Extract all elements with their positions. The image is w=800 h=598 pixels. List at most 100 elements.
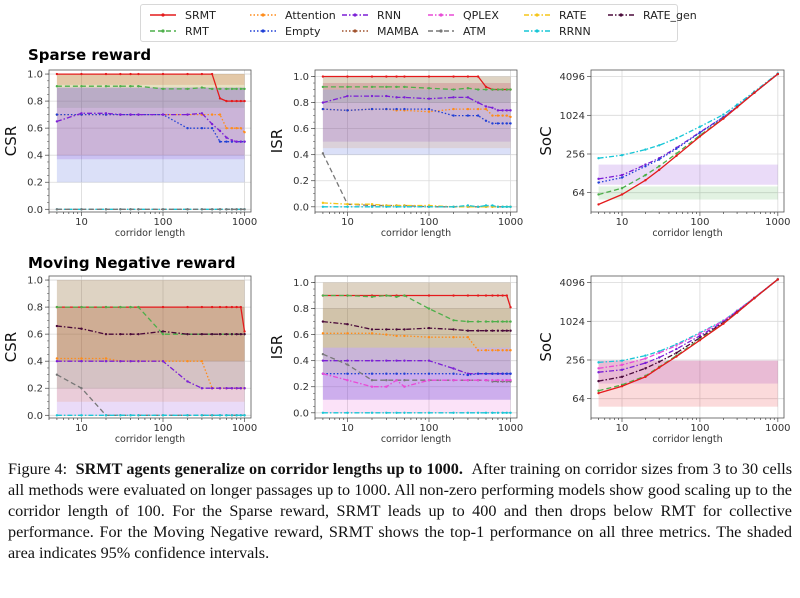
series-line-rrnn — [598, 72, 779, 159]
data-point — [186, 126, 189, 130]
data-point — [346, 85, 349, 89]
data-point — [491, 329, 494, 332]
data-point — [119, 85, 122, 88]
data-point — [395, 334, 398, 338]
data-point — [230, 387, 234, 390]
data-point — [321, 101, 325, 104]
y-tick-label: 4096 — [560, 278, 585, 289]
data-point — [466, 329, 470, 332]
data-point — [370, 75, 374, 78]
data-point — [505, 320, 509, 323]
data-point — [129, 414, 132, 417]
legend-item-rate: RATE — [523, 8, 587, 22]
data-point — [55, 208, 59, 211]
data-point — [230, 99, 234, 103]
data-point — [597, 367, 600, 370]
data-point — [218, 332, 222, 336]
data-point — [476, 379, 480, 382]
data-point — [657, 366, 661, 369]
data-point — [403, 205, 406, 208]
plot-frame — [314, 275, 518, 419]
data-point — [119, 305, 122, 309]
data-point — [491, 122, 494, 125]
data-point — [225, 332, 228, 336]
plot-frame — [48, 69, 252, 213]
data-point — [484, 119, 488, 123]
data-point — [161, 330, 165, 333]
data-point — [385, 85, 388, 89]
data-point — [80, 327, 83, 330]
data-point — [161, 113, 165, 116]
data-point — [505, 372, 509, 375]
data-point — [395, 107, 398, 111]
data-point — [644, 375, 647, 379]
data-point — [644, 173, 647, 177]
y-tick-label: 0.0 — [27, 411, 43, 422]
plot-area — [315, 276, 517, 418]
series-line-rate-gen — [598, 278, 779, 382]
series-line-srmt — [56, 73, 245, 102]
data-point — [466, 107, 470, 111]
data-point — [491, 320, 494, 323]
y-tick-label: 256 — [566, 355, 585, 366]
data-point — [491, 88, 494, 91]
data-point — [496, 88, 500, 91]
x-tick-label: 1000 — [765, 423, 790, 434]
data-point — [644, 163, 647, 166]
data-point — [657, 168, 661, 172]
data-point — [346, 363, 349, 366]
data-point — [496, 379, 500, 382]
data-point — [509, 115, 512, 119]
legend-item-rmt: RMT — [149, 24, 209, 38]
data-point — [243, 99, 246, 103]
legend-item-rnn: RNN — [341, 8, 401, 22]
data-point — [129, 332, 132, 336]
data-point — [104, 112, 108, 115]
data-point — [235, 414, 238, 417]
legend-swatch — [342, 29, 368, 33]
data-point — [427, 379, 431, 382]
data-point — [466, 336, 470, 339]
ci-band-rnn — [322, 83, 511, 142]
data-point — [427, 411, 431, 414]
data-point — [321, 332, 325, 335]
legend-swatch — [428, 13, 454, 17]
data-point — [466, 379, 470, 382]
data-point — [476, 101, 480, 104]
data-point — [370, 94, 374, 98]
data-point — [346, 411, 349, 414]
data-point — [230, 208, 234, 211]
data-point — [452, 372, 455, 375]
legend-item-srmt: SRMT — [149, 8, 216, 22]
data-point — [370, 85, 374, 89]
data-point — [491, 204, 494, 207]
y-tick-label: 0.6 — [293, 330, 309, 341]
legend-swatch — [524, 13, 550, 17]
data-point — [346, 332, 349, 335]
data-point — [210, 126, 214, 130]
y-tick-label: 0.2 — [27, 384, 43, 395]
data-point — [476, 349, 480, 352]
data-point — [427, 110, 431, 113]
data-point — [452, 88, 455, 91]
data-point — [452, 328, 455, 331]
data-point — [466, 87, 470, 90]
x-tick-label: 10 — [616, 217, 629, 228]
data-point — [385, 333, 388, 336]
data-point — [675, 355, 678, 358]
x-tick-label: 10 — [75, 423, 88, 434]
data-point — [620, 176, 624, 179]
data-point — [104, 332, 108, 336]
data-point — [597, 157, 600, 160]
y-axis-label: SoC — [537, 332, 555, 361]
data-point — [225, 208, 228, 211]
series-line-rmt — [322, 86, 511, 91]
data-point — [55, 113, 59, 116]
data-point — [186, 87, 189, 91]
series-line-srmt — [598, 278, 779, 394]
data-point — [200, 305, 204, 309]
data-point — [597, 391, 600, 395]
chart-sparse-soc: 10 100 1000 corridor length 64 256 1024 4096 SoC — [537, 69, 791, 239]
data-point — [137, 85, 140, 88]
data-point — [55, 120, 59, 123]
